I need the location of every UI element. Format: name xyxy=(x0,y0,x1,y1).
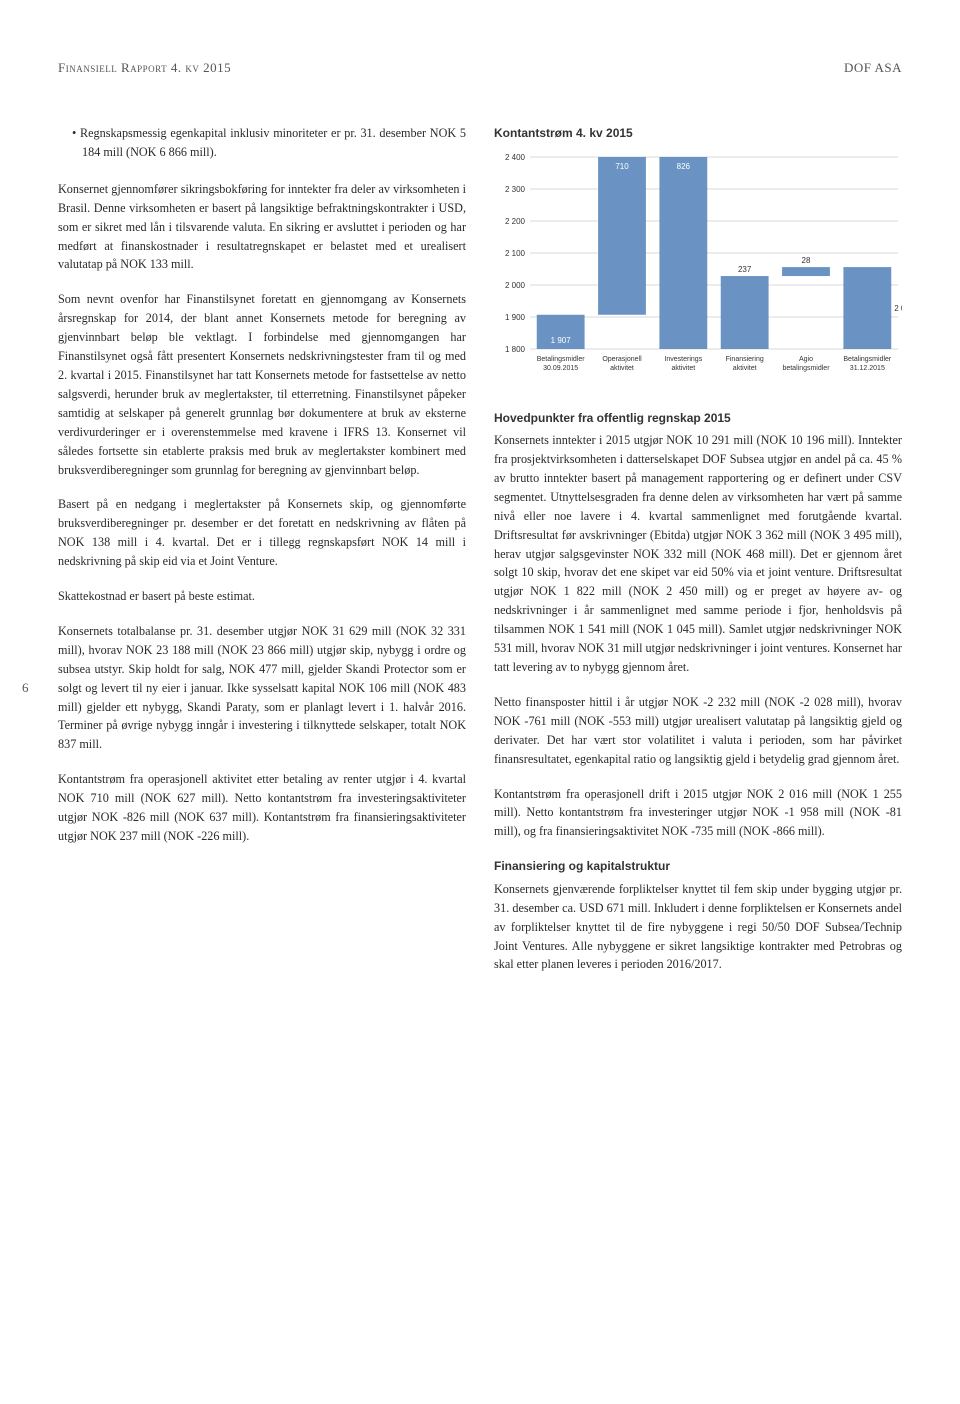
svg-text:1 800: 1 800 xyxy=(505,345,526,354)
body-paragraph: Konsernets inntekter i 2015 utgjør NOK 1… xyxy=(494,431,902,677)
svg-text:31.12.2015: 31.12.2015 xyxy=(850,365,885,372)
svg-text:Betalingsmidler: Betalingsmidler xyxy=(843,356,892,363)
body-paragraph: Konsernets totalbalanse pr. 31. desember… xyxy=(58,622,466,754)
body-paragraph: Basert på en nedgang i meglertakster på … xyxy=(58,495,466,571)
svg-text:2 300: 2 300 xyxy=(505,185,526,194)
svg-text:aktivitet: aktivitet xyxy=(671,365,695,372)
waterfall-chart: 1 800 1 900 2 000 2 100 2 200 2 300 2 400 1 907… xyxy=(494,151,902,387)
svg-text:2 056: 2 056 xyxy=(894,304,902,313)
header-left: Finansiell Rapport 4. kv 2015 xyxy=(58,60,231,76)
svg-text:30.09.2015: 30.09.2015 xyxy=(543,365,578,372)
svg-text:1 907: 1 907 xyxy=(551,336,572,345)
content: • Regnskapsmessig egenkapital inklusiv m… xyxy=(58,124,902,990)
svg-text:2 000: 2 000 xyxy=(505,281,526,290)
body-paragraph: Kontantstrøm fra operasjonell aktivitet … xyxy=(58,770,466,846)
body-paragraph: Som nevnt ovenfor har Finanstilsynet for… xyxy=(58,290,466,479)
header-right: DOF ASA xyxy=(844,60,902,76)
body-paragraph: Konsernet gjennomfører sikringsbokføring… xyxy=(58,180,466,275)
svg-text:Betalingsmidler: Betalingsmidler xyxy=(537,356,586,363)
svg-text:28: 28 xyxy=(802,256,811,265)
body-paragraph: Skattekostnad er basert på beste estimat… xyxy=(58,587,466,606)
svg-text:Operasjonell: Operasjonell xyxy=(602,356,642,363)
svg-text:2 100: 2 100 xyxy=(505,249,526,258)
section-heading: Finansiering og kapitalstruktur xyxy=(494,857,902,876)
body-paragraph: Konsernets gjenværende forpliktelser kny… xyxy=(494,880,902,975)
right-column: Kontantstrøm 4. kv 2015 1 800 1 900 2 000 2… xyxy=(494,124,902,990)
svg-text:Finansiering: Finansiering xyxy=(726,356,764,363)
chart-title: Kontantstrøm 4. kv 2015 xyxy=(494,124,902,143)
svg-text:237: 237 xyxy=(738,265,752,274)
page-number: 6 xyxy=(22,680,29,696)
svg-text:aktivitet: aktivitet xyxy=(733,365,757,372)
bullet-item: • Regnskapsmessig egenkapital inklusiv m… xyxy=(58,124,466,162)
svg-text:1 900: 1 900 xyxy=(505,313,526,322)
svg-text:aktivitet: aktivitet xyxy=(610,365,634,372)
svg-text:Agio: Agio xyxy=(799,356,813,363)
svg-text:710: 710 xyxy=(615,162,629,171)
page-header: Finansiell Rapport 4. kv 2015 DOF ASA xyxy=(58,60,902,76)
svg-text:betalingsmidler: betalingsmidler xyxy=(782,365,830,372)
svg-text:826: 826 xyxy=(677,162,691,171)
svg-text:2 200: 2 200 xyxy=(505,217,526,226)
body-paragraph: Kontantstrøm fra operasjonell drift i 20… xyxy=(494,785,902,842)
left-column: • Regnskapsmessig egenkapital inklusiv m… xyxy=(58,124,466,990)
section-heading: Hovedpunkter fra offentlig regnskap 2015 xyxy=(494,409,902,428)
svg-text:2 400: 2 400 xyxy=(505,153,526,162)
svg-text:Investerings: Investerings xyxy=(664,356,702,363)
body-paragraph: Netto finansposter hittil i år utgjør NO… xyxy=(494,693,902,769)
